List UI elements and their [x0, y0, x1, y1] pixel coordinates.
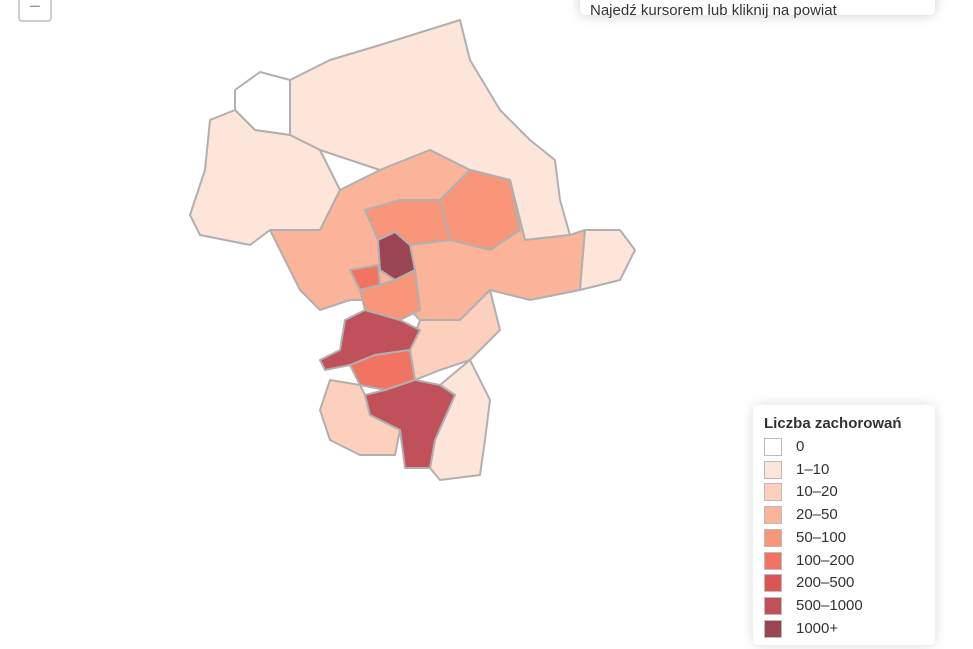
county[interactable] [364, 199, 451, 246]
legend-item: 0 [764, 437, 804, 457]
legend-item: 10–20 [764, 482, 838, 502]
county[interactable] [579, 229, 636, 291]
legend-label: 0 [796, 438, 805, 455]
legend-label: 50–100 [796, 528, 847, 546]
legend-title: Liczba zachorowań [764, 415, 902, 432]
legend-item: 1000+ [764, 619, 838, 639]
legend-item: 100–200 [764, 551, 854, 571]
legend-item: 500–1000 [764, 596, 863, 616]
legend-swatch [764, 438, 782, 457]
zoom-out-button[interactable]: − [18, 0, 52, 22]
legend-swatch [764, 483, 782, 502]
legend-label: 10–20 [796, 483, 838, 501]
legend-swatch [764, 551, 782, 570]
info-text: Najedź kursorem lub kliknij na powiat [590, 2, 837, 19]
info-box: Najedź kursorem lub kliknij na powiat [580, 0, 935, 19]
legend-swatch [764, 460, 782, 479]
legend-label: 1–10 [796, 460, 830, 478]
legend-swatch [764, 619, 782, 638]
legend-item: 50–100 [764, 528, 846, 548]
county[interactable] [289, 19, 571, 241]
legend-label: 100–200 [796, 551, 855, 569]
county[interactable] [364, 379, 456, 469]
county[interactable] [319, 379, 401, 456]
legend-item: 20–50 [764, 505, 838, 525]
legend-swatch [764, 596, 782, 615]
legend-item: 1–10 [764, 460, 829, 480]
legend: Liczba zachorowań 0 1–10 10–20 20–50 50–100 1… [753, 405, 935, 645]
legend-swatch [764, 506, 782, 525]
legend-swatch [764, 528, 782, 547]
legend-label: 1000+ [796, 619, 839, 637]
legend-swatch [764, 574, 782, 593]
legend-label: 20–50 [796, 506, 838, 524]
legend-item: 200–500 [764, 573, 854, 593]
legend-label: 500–1000 [796, 596, 863, 614]
legend-label: 200–500 [796, 574, 855, 592]
